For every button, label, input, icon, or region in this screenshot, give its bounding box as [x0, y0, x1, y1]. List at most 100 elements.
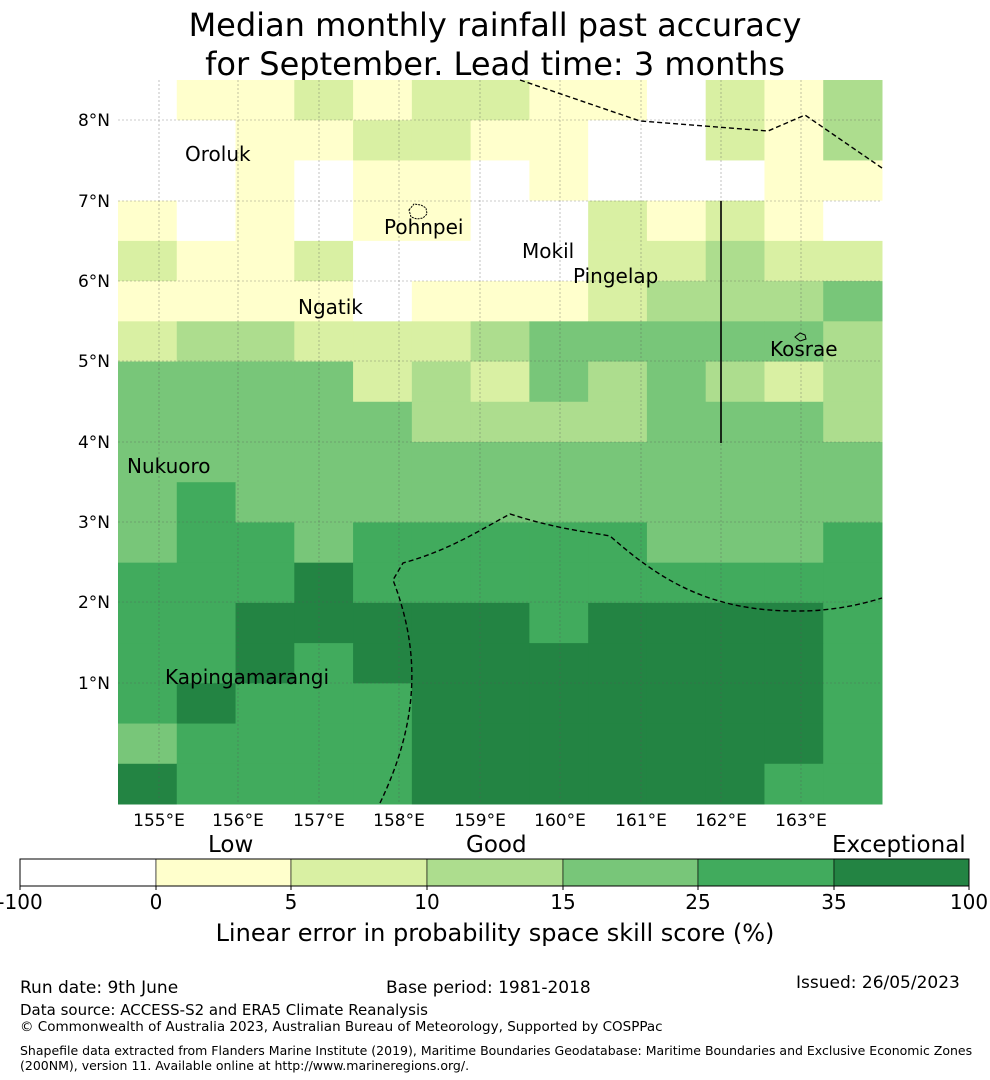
grid-cell	[294, 522, 354, 564]
grid-cell	[529, 482, 589, 523]
grid-cell	[118, 723, 178, 765]
grid-cell	[823, 522, 883, 564]
grid-cell	[294, 643, 354, 684]
grid-cell	[411, 522, 472, 564]
shapefile-credit: Shapefile data extracted from Flanders M…	[20, 1043, 973, 1073]
grid-cell	[235, 482, 295, 523]
grid-cell	[529, 401, 589, 443]
grid-cell	[470, 442, 530, 483]
grid-cell	[176, 723, 237, 765]
grid-cell	[353, 602, 413, 644]
grid-cell	[646, 160, 707, 202]
grid-cell	[118, 442, 178, 483]
grid-cell	[470, 763, 530, 805]
grid-cell	[118, 200, 178, 242]
grid-cell	[294, 683, 354, 725]
grid-cell	[176, 200, 237, 242]
grid-cell	[764, 442, 824, 483]
grid-cell	[235, 602, 295, 644]
grid-cell	[764, 723, 824, 765]
grid-cell	[470, 482, 530, 523]
grid-cell	[411, 562, 472, 604]
grid-cell	[705, 723, 765, 765]
grid-cell	[646, 281, 707, 322]
title-line-1: Median monthly rainfall past accuracy	[188, 6, 802, 44]
colorbar-swatch	[833, 858, 970, 887]
grid-cell	[353, 683, 413, 725]
grid-cell	[235, 200, 295, 242]
grid-cell	[411, 482, 472, 523]
grid-cell	[411, 683, 472, 725]
grid-cell	[294, 160, 354, 202]
grid-cell	[470, 80, 530, 121]
grid-cell	[470, 240, 530, 282]
grid-cell	[353, 401, 413, 443]
grid-cell	[118, 522, 178, 564]
colorbar-label-exceptional: Exceptional	[832, 832, 966, 858]
grid-cell	[705, 482, 765, 523]
grid-cell	[235, 562, 295, 604]
grid-cell	[235, 442, 295, 483]
grid-cell	[529, 120, 589, 161]
grid-cell	[118, 160, 178, 202]
grid-cell	[118, 120, 178, 161]
grid-cell	[764, 643, 824, 684]
grid-cell	[235, 120, 295, 161]
chart-title: Median monthly rainfall past accuracy fo…	[0, 6, 990, 84]
grid-cell	[646, 723, 707, 765]
colorbar-tick: 0	[149, 890, 163, 914]
grid-cell	[235, 683, 295, 725]
grid-cell	[646, 120, 707, 161]
colorbar-tick: -100	[0, 890, 43, 914]
grid-cell	[764, 240, 824, 282]
colorbar-tick: 35	[821, 890, 847, 914]
grid-cell	[294, 200, 354, 242]
lon-tick-label: 158°E	[373, 811, 425, 831]
grid-cell	[823, 602, 883, 644]
colorbar-swatch	[290, 858, 428, 887]
grid-cell	[118, 80, 178, 121]
grid-cell	[764, 321, 824, 363]
grid-cell	[529, 602, 589, 644]
grid-cell	[764, 562, 824, 604]
grid-cell	[411, 361, 472, 403]
lat-tick-label: 2°N	[78, 593, 110, 613]
grid-cell	[705, 602, 765, 644]
grid-cell	[588, 723, 648, 765]
grid-cell	[646, 562, 707, 604]
grid-cell	[823, 683, 883, 725]
grid-cell	[705, 281, 765, 322]
grid-cell	[646, 200, 707, 242]
colorbar-tick: 25	[685, 890, 711, 914]
run-date: Run date: 9th June	[20, 978, 179, 998]
grid-cell	[529, 281, 589, 322]
grid-cell	[705, 80, 765, 121]
grid-cell	[529, 643, 589, 684]
grid-cell	[823, 723, 883, 765]
grid-cell	[176, 442, 237, 483]
island-outlines	[408, 203, 807, 342]
grid-cell	[470, 401, 530, 443]
grid-cell	[176, 763, 237, 805]
grid-cell	[118, 321, 178, 363]
grid-cell	[470, 281, 530, 322]
grid-cell	[529, 522, 589, 564]
grid-cell	[176, 683, 237, 725]
grid-cell	[646, 602, 707, 644]
lat-tick-label: 7°N	[78, 192, 110, 212]
grid-cell	[176, 562, 237, 604]
colorbar-tick: 5	[284, 890, 298, 914]
grid-cell	[411, 401, 472, 443]
grid-cell	[588, 482, 648, 523]
grid-cell	[646, 401, 707, 443]
grid-cell	[823, 281, 883, 322]
grid-cell	[353, 361, 413, 403]
grid-cell	[705, 240, 765, 282]
colorbar-title: Linear error in probability space skill …	[215, 919, 775, 947]
grid-cell	[118, 401, 178, 443]
grid-cell	[588, 160, 648, 202]
lat-tick-label: 1°N	[78, 674, 110, 694]
colorbar-label-low: Low	[208, 832, 254, 858]
grid-cell	[118, 240, 178, 282]
grid-cell	[646, 321, 707, 363]
